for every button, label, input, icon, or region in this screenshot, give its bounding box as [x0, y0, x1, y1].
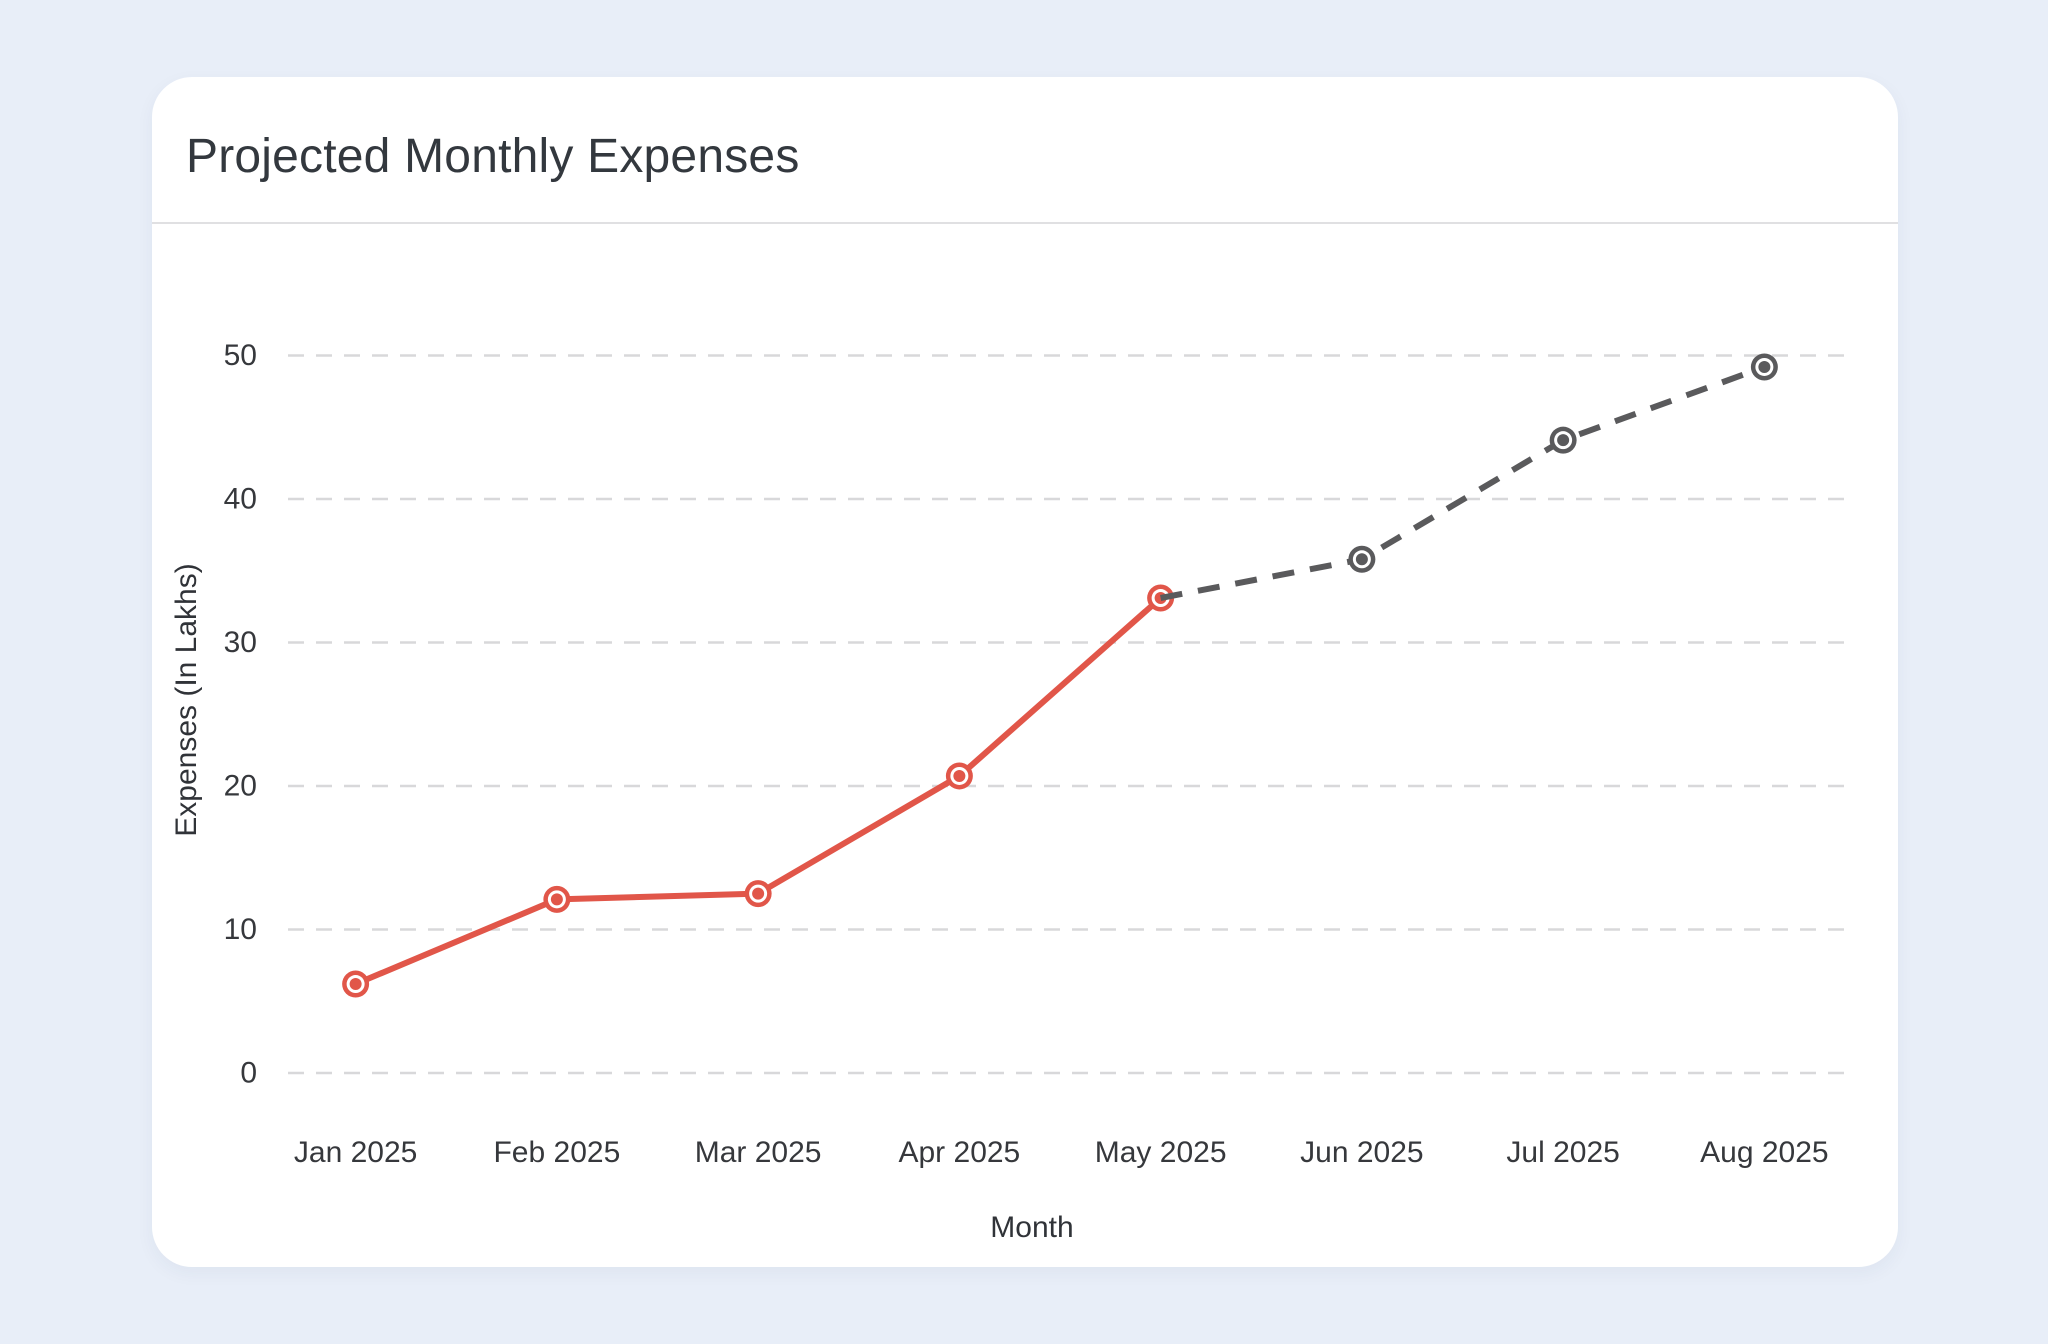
- x-tick-label: Jan 2025: [294, 1136, 417, 1169]
- y-axis-title: Expenses (In Lakhs): [170, 563, 203, 837]
- marker-core: [953, 769, 966, 782]
- title-divider: [152, 222, 1898, 224]
- actual-data-point-marker[interactable]: [543, 885, 571, 913]
- y-tick-label: 0: [240, 1057, 257, 1090]
- x-tick-label: Jul 2025: [1506, 1136, 1619, 1169]
- y-tick-label: 30: [224, 626, 257, 659]
- y-tick-label: 40: [224, 483, 257, 516]
- x-tick-label: Jun 2025: [1300, 1136, 1423, 1169]
- x-tick-label: Apr 2025: [898, 1136, 1020, 1169]
- x-tick-label: Aug 2025: [1700, 1136, 1828, 1169]
- x-axis-title: Month: [990, 1211, 1074, 1244]
- projected-data-point-marker[interactable]: [1348, 545, 1376, 573]
- marker-core: [1758, 360, 1771, 373]
- y-tick-label: 50: [224, 339, 257, 372]
- chart-title: Projected Monthly Expenses: [186, 130, 800, 183]
- x-tick-label: Feb 2025: [493, 1136, 620, 1169]
- chart-card: Projected Monthly Expenses: [152, 77, 1898, 1267]
- marker-core: [1355, 553, 1368, 566]
- marker-core: [1557, 434, 1570, 447]
- y-tick-label: 20: [224, 770, 257, 803]
- marker-core: [349, 978, 362, 991]
- x-tick-label: Mar 2025: [695, 1136, 822, 1169]
- projected-data-point-marker[interactable]: [1549, 426, 1577, 454]
- actual-data-point-marker[interactable]: [744, 880, 772, 908]
- marker-core: [752, 887, 765, 900]
- projected-line: [1160, 364, 1766, 601]
- actual-data-point-marker[interactable]: [945, 762, 973, 790]
- x-tick-label: May 2025: [1095, 1136, 1227, 1169]
- marker-core: [550, 893, 563, 906]
- actual-line: [354, 595, 1163, 987]
- y-tick-label: 10: [224, 913, 257, 946]
- projected-data-point-marker[interactable]: [1750, 353, 1778, 381]
- actual-data-point-marker[interactable]: [342, 970, 370, 998]
